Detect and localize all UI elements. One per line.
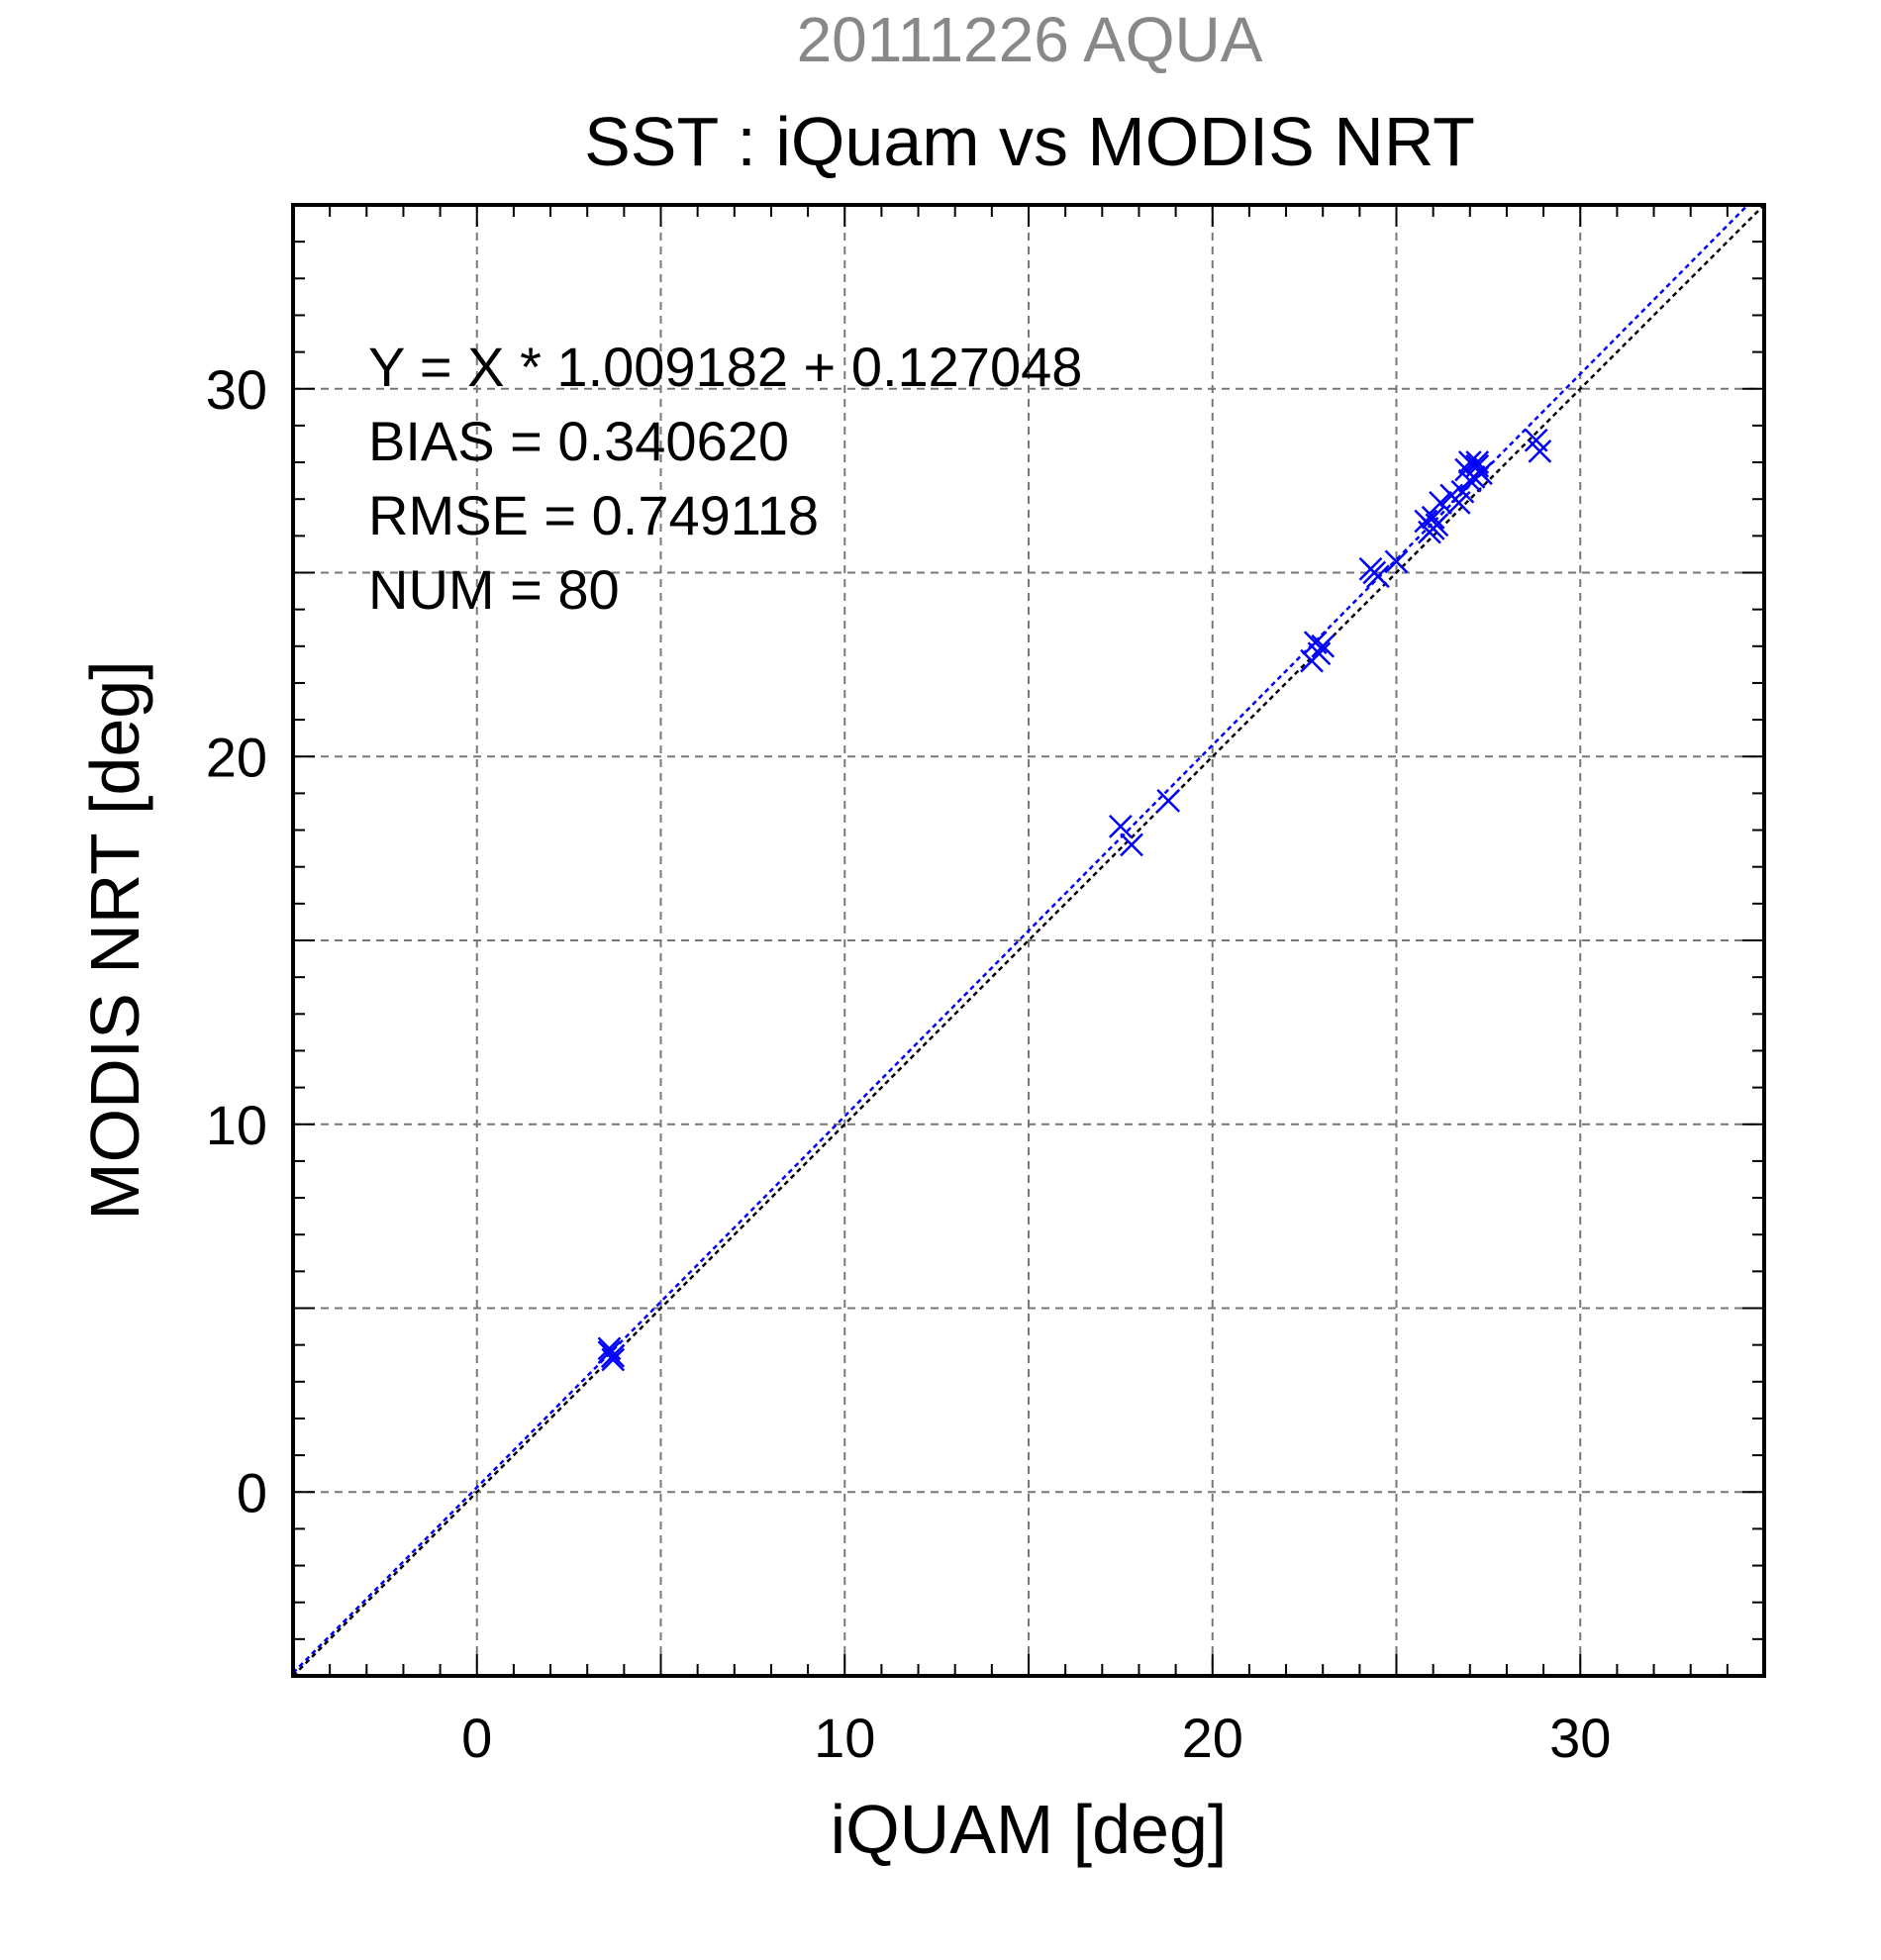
data-point (1156, 788, 1181, 813)
data-point (1450, 479, 1475, 504)
x-tick-label: 30 (1549, 1707, 1611, 1769)
x-tick-label: 0 (461, 1707, 492, 1769)
y-tick-label: 0 (237, 1461, 267, 1523)
y-tick-label: 20 (206, 726, 267, 788)
reference-lines (293, 205, 1764, 1676)
x-tick-label: 20 (1182, 1707, 1243, 1769)
data-points (597, 428, 1552, 1372)
x-tick-label: 10 (814, 1707, 875, 1769)
annotation-fit-equation: Y = X * 1.009182 + 0.127048 (368, 336, 1082, 398)
data-point (1120, 833, 1143, 857)
data-point (1465, 450, 1490, 474)
data-point (1528, 440, 1552, 463)
grid (293, 205, 1764, 1676)
annotation-num: NUM = 80 (368, 558, 620, 621)
chart-subtitle: 20111226 AQUA (797, 4, 1263, 75)
data-point (1311, 634, 1336, 658)
data-point (1307, 641, 1332, 666)
data-point (1421, 517, 1445, 540)
y-tick-label: 10 (206, 1094, 267, 1156)
data-point (1384, 549, 1409, 574)
annotation-bias: BIAS = 0.340620 (368, 410, 789, 472)
data-point (1362, 560, 1387, 585)
data-point (1108, 814, 1133, 838)
data-point (1421, 505, 1445, 530)
tick-labels: 0 10 20 30 0 10 20 30 (206, 358, 1612, 1769)
y-axis-label: MODIS NRT [deg] (76, 660, 153, 1220)
chart-title: SST : iQuam vs MODIS NRT (584, 103, 1475, 180)
data-point (1457, 468, 1482, 493)
data-point (597, 1336, 622, 1361)
fit-line (293, 205, 1750, 1674)
plot-frame (291, 203, 1766, 1678)
data-point (1465, 453, 1490, 478)
data-point (601, 1343, 626, 1368)
x-axis-label: iQUAM [deg] (831, 1791, 1228, 1868)
y-tick-label: 30 (206, 358, 267, 421)
annotation-rmse: RMSE = 0.749118 (368, 484, 819, 546)
data-point (1429, 491, 1452, 515)
